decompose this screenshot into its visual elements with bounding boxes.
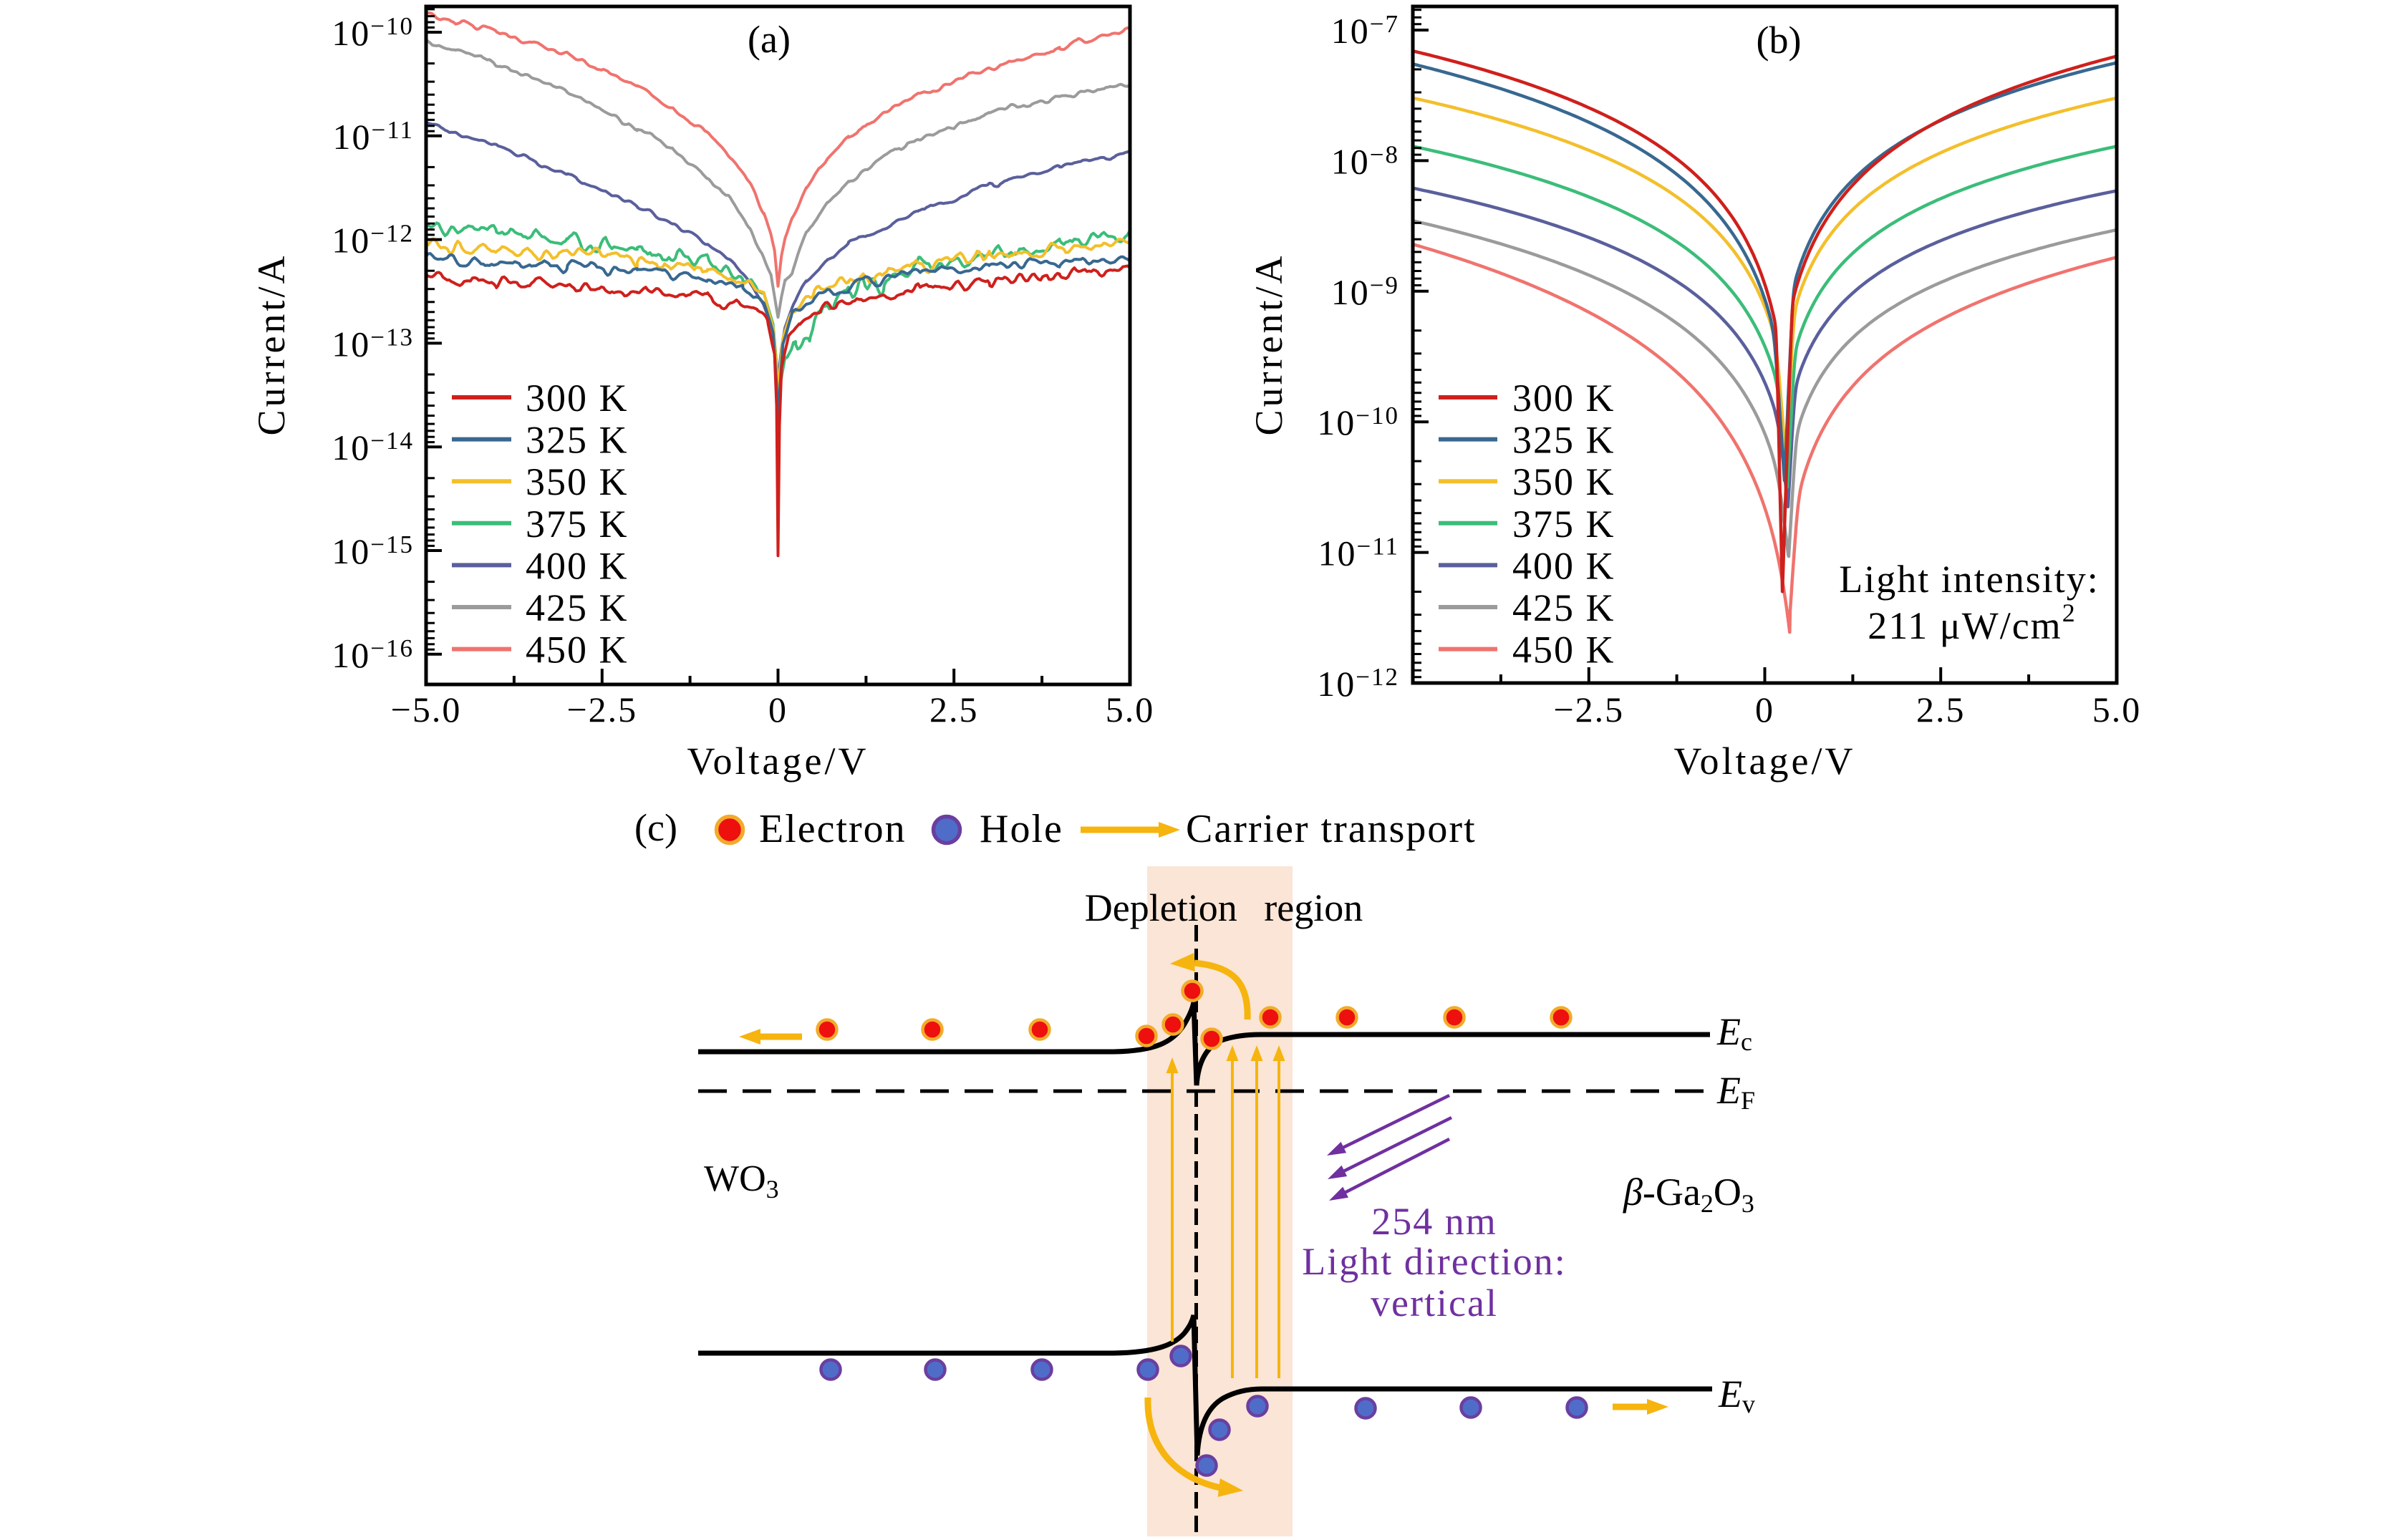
svg-text:Light direction:: Light direction:: [1302, 1240, 1566, 1283]
svg-text:425 K: 425 K: [526, 586, 629, 629]
svg-text:300 K: 300 K: [526, 377, 629, 420]
svg-text:5.0: 5.0: [1106, 689, 1155, 730]
svg-text:2.5: 2.5: [1916, 689, 1966, 730]
svg-text:5.0: 5.0: [2092, 689, 2142, 730]
svg-text:10−8: 10−8: [1331, 140, 1399, 181]
svg-text:350 K: 350 K: [1512, 460, 1615, 503]
svg-text:450 K: 450 K: [526, 629, 629, 672]
svg-text:10−16: 10−16: [332, 634, 414, 675]
svg-text:254 nm: 254 nm: [1371, 1200, 1497, 1243]
svg-text:350 K: 350 K: [526, 460, 629, 503]
svg-text:Current/A: Current/A: [250, 253, 293, 436]
svg-text:375 K: 375 K: [1512, 503, 1615, 546]
svg-text:−5.0: −5.0: [391, 689, 462, 730]
svg-text:211 μW/cm2: 211 μW/cm2: [1868, 599, 2076, 647]
svg-text:400 K: 400 K: [526, 544, 629, 587]
svg-text:Hole: Hole: [980, 807, 1063, 851]
svg-text:Light intensity:: Light intensity:: [1839, 558, 2100, 601]
svg-text:vertical: vertical: [1371, 1282, 1498, 1325]
svg-text:Current/A: Current/A: [1247, 253, 1290, 436]
svg-text:450 K: 450 K: [1512, 629, 1615, 672]
svg-text:10−9: 10−9: [1331, 271, 1399, 312]
svg-text:Voltage/V: Voltage/V: [687, 740, 869, 783]
svg-text:−2.5: −2.5: [566, 689, 637, 730]
svg-text:325 K: 325 K: [526, 419, 629, 462]
svg-text:325 K: 325 K: [1512, 419, 1615, 462]
svg-text:300 K: 300 K: [1512, 377, 1615, 420]
svg-text:Carrier transport: Carrier transport: [1186, 807, 1477, 851]
svg-text:Electron: Electron: [759, 807, 907, 851]
svg-text:10−10: 10−10: [332, 12, 414, 53]
svg-text:β-Ga2O3: β-Ga2O3: [1623, 1171, 1754, 1218]
svg-text:400 K: 400 K: [1512, 544, 1615, 587]
svg-text:(c): (c): [634, 806, 677, 849]
svg-text:Depletion region: Depletion region: [1085, 886, 1363, 929]
svg-text:(b): (b): [1757, 19, 1802, 62]
svg-text:0: 0: [768, 689, 788, 730]
svg-text:375 K: 375 K: [526, 503, 629, 546]
svg-text:2.5: 2.5: [929, 689, 979, 730]
svg-text:425 K: 425 K: [1512, 586, 1615, 629]
svg-text:10−12: 10−12: [1317, 663, 1399, 704]
svg-text:−2.5: −2.5: [1553, 689, 1624, 730]
svg-text:0: 0: [1755, 689, 1774, 730]
svg-text:Voltage/V: Voltage/V: [1674, 740, 1856, 783]
svg-text:(a): (a): [748, 18, 791, 61]
